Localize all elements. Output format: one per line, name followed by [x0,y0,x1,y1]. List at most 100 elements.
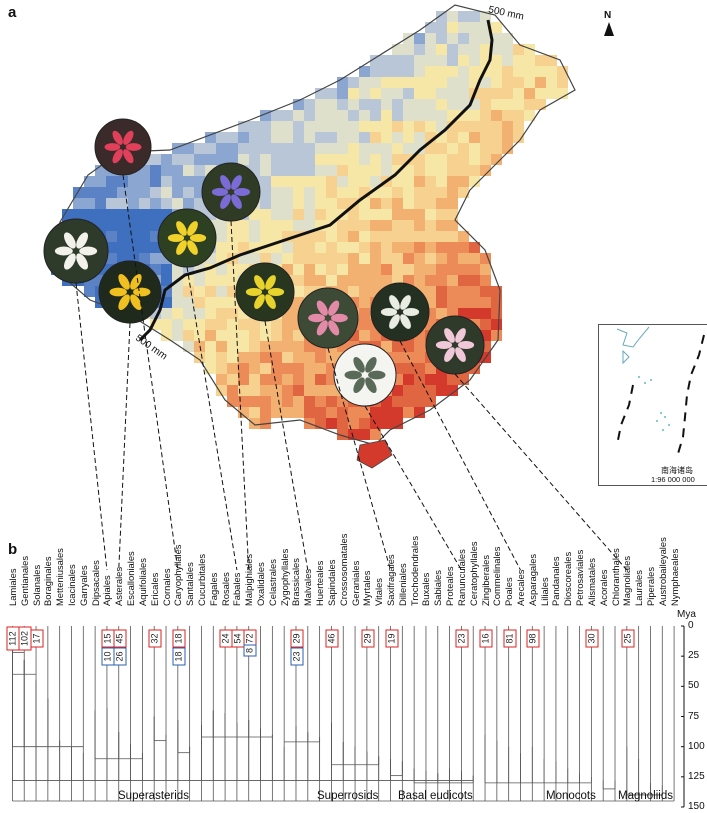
map-cell [348,77,359,88]
map-cell [480,99,491,110]
map-cell [458,286,469,297]
map-cell [128,209,139,220]
map-cell [337,429,348,440]
map-cell [304,132,315,143]
map-cell [183,286,194,297]
map-cell [458,121,469,132]
map-cell [425,44,436,55]
map-cell [381,341,392,352]
map-cell [73,198,84,209]
map-cell [447,121,458,132]
map-cell [414,264,425,275]
map-cell [359,209,370,220]
map-cell [425,110,436,121]
map-cell [469,99,480,110]
map-cell [161,264,172,275]
map-cell [458,253,469,264]
map-cell [469,275,480,286]
order-label: Fagales [207,572,219,606]
order-label: Escalloniales [125,551,137,606]
map-cell [337,187,348,198]
map-cell [216,154,227,165]
map-cell [469,132,480,143]
order-label: Fabales [231,572,243,606]
map-cell [315,110,326,121]
map-cell [381,209,392,220]
map-cell [326,253,337,264]
map-cell [436,275,447,286]
map-cell [282,363,293,374]
map-cell [161,209,172,220]
map-cell [392,187,403,198]
map-cell [216,308,227,319]
map-cell [304,374,315,385]
map-cell [315,176,326,187]
map-cell [117,242,128,253]
map-cell [381,407,392,418]
map-cell [414,176,425,187]
order-label: Piperales [644,566,656,606]
map-cell [370,154,381,165]
map-cell [381,165,392,176]
map-cell [392,385,403,396]
map-cell [293,253,304,264]
map-cell [403,231,414,242]
map-cell [414,231,425,242]
map-cell [216,352,227,363]
order-count-box: 98 [526,629,540,648]
map-cell [436,33,447,44]
map-cell [194,308,205,319]
axis-tick-label: 0 [688,620,694,631]
order-count-box: 17 [30,629,44,648]
map-cell [172,264,183,275]
axis-tick-label: 25 [688,650,700,662]
map-cell [260,198,271,209]
order-label: Proteales [444,566,456,606]
map-cell [161,154,172,165]
map-cell [414,33,425,44]
map-cell [304,154,315,165]
map-cell [150,220,161,231]
map-cell [205,165,216,176]
map-cell [524,88,535,99]
map-cell [425,121,436,132]
map-cell [293,143,304,154]
map-cell [359,66,370,77]
map-cell [436,121,447,132]
map-cell [458,22,469,33]
map-cell [282,407,293,418]
map-cell [315,88,326,99]
map-cell [436,165,447,176]
map-cell [227,308,238,319]
map-cell [106,209,117,220]
map-cell [414,330,425,341]
map-cell [271,330,282,341]
map-cell [480,132,491,143]
map-cell [337,264,348,275]
map-cell [271,352,282,363]
map-cell [293,341,304,352]
map-cell [502,66,513,77]
inset-map [616,326,705,458]
map-cell [425,363,436,374]
map-cell [491,308,502,319]
order-label: Huerteales [314,560,326,606]
map-cell [326,242,337,253]
map-cell [260,143,271,154]
order-label: Ceratophyllales [467,541,479,606]
map-cell [447,22,458,33]
map-cell [436,385,447,396]
order-label: Cornales [160,568,172,606]
map-cell [458,176,469,187]
map-cell [194,297,205,308]
map-cell [337,341,348,352]
map-cell [238,253,249,264]
axis-tick-label: 75 [688,710,700,722]
map-cell [161,308,172,319]
map-cell [337,275,348,286]
map-cell [403,165,414,176]
map-cell [238,319,249,330]
map-cell [403,110,414,121]
map-cell [458,297,469,308]
map-cell [293,132,304,143]
